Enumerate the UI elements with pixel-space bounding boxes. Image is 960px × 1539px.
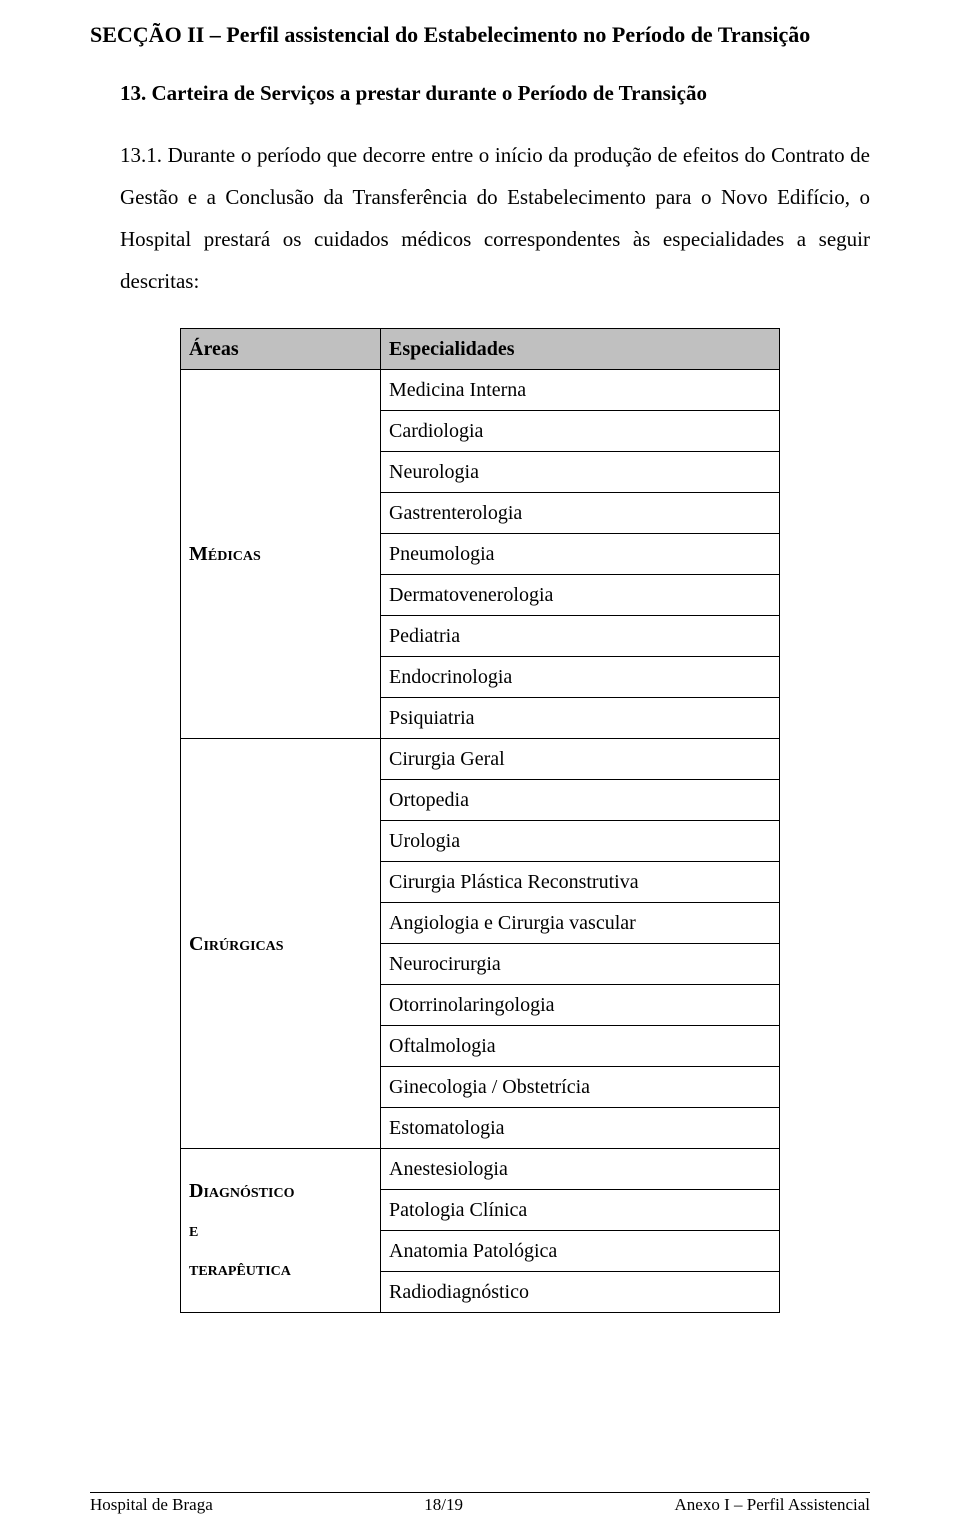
footer-rule xyxy=(90,1492,870,1493)
specialty-cell: Otorrinolaringologia xyxy=(381,985,780,1026)
specialty-cell: Gastrenterologia xyxy=(381,493,780,534)
header-especialidades: Especialidades xyxy=(381,329,780,370)
specialty-cell: Anatomia Patológica xyxy=(381,1231,780,1272)
specialty-cell: Patologia Clínica xyxy=(381,1190,780,1231)
specialty-cell: Neurologia xyxy=(381,452,780,493)
specialty-cell: Estomatologia xyxy=(381,1108,780,1149)
specialty-cell: Radiodiagnóstico xyxy=(381,1272,780,1313)
specialty-cell: Psiquiatria xyxy=(381,698,780,739)
page-footer: Hospital de Braga 18/19 Anexo I – Perfil… xyxy=(90,1492,870,1515)
table-row: CirúrgicasCirurgia Geral xyxy=(181,739,780,780)
paragraph-text: Durante o período que decorre entre o in… xyxy=(120,143,870,293)
section-title: SECÇÃO II – Perfil assistencial do Estab… xyxy=(90,20,870,51)
specialties-table: Áreas Especialidades MédicasMedicina Int… xyxy=(180,328,780,1313)
table-row: DiagnósticoeterapêuticaAnestesiologia xyxy=(181,1149,780,1190)
specialty-cell: Oftalmologia xyxy=(381,1026,780,1067)
area-label-line: Diagnóstico xyxy=(189,1172,372,1211)
header-areas: Áreas xyxy=(181,329,381,370)
specialty-cell: Pediatria xyxy=(381,616,780,657)
subsection-title: 13. Carteira de Serviços a prestar duran… xyxy=(120,79,870,108)
specialty-cell: Pneumologia xyxy=(381,534,780,575)
paragraph-number: 13.1. xyxy=(120,143,162,167)
paragraph: 13.1. Durante o período que decorre entr… xyxy=(120,134,870,302)
area-label: Cirúrgicas xyxy=(189,933,284,955)
specialty-cell: Cirurgia Geral xyxy=(381,739,780,780)
area-label-line: e xyxy=(189,1211,372,1250)
specialty-cell: Urologia xyxy=(381,821,780,862)
specialty-cell: Anestesiologia xyxy=(381,1149,780,1190)
specialty-cell: Angiologia e Cirurgia vascular xyxy=(381,903,780,944)
specialty-cell: Endocrinologia xyxy=(381,657,780,698)
specialty-cell: Ortopedia xyxy=(381,780,780,821)
table-row: MédicasMedicina Interna xyxy=(181,370,780,411)
area-label-line: terapêutica xyxy=(189,1250,372,1289)
footer-center: 18/19 xyxy=(424,1495,463,1515)
specialty-cell: Dermatovenerologia xyxy=(381,575,780,616)
specialty-cell: Cardiologia xyxy=(381,411,780,452)
area-cell: Diagnósticoeterapêutica xyxy=(181,1149,381,1313)
specialty-cell: Ginecologia / Obstetrícia xyxy=(381,1067,780,1108)
area-cell: Médicas xyxy=(181,370,381,739)
specialty-cell: Medicina Interna xyxy=(381,370,780,411)
subsection-number: 13. xyxy=(120,81,146,105)
subsection-text: Carteira de Serviços a prestar durante o… xyxy=(152,81,707,105)
specialty-cell: Neurocirurgia xyxy=(381,944,780,985)
area-cell: Cirúrgicas xyxy=(181,739,381,1149)
area-label: Médicas xyxy=(189,543,261,565)
footer-right: Anexo I – Perfil Assistencial xyxy=(675,1495,870,1515)
specialty-cell: Cirurgia Plástica Reconstrutiva xyxy=(381,862,780,903)
footer-left: Hospital de Braga xyxy=(90,1495,213,1515)
table-header-row: Áreas Especialidades xyxy=(181,329,780,370)
